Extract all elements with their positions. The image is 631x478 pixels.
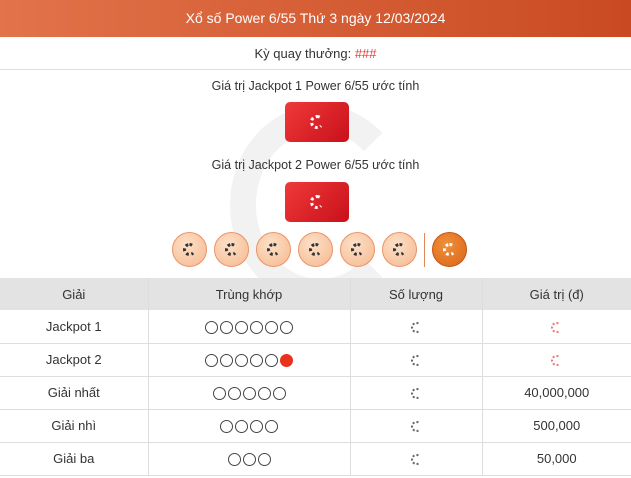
loading-spinner-icon bbox=[225, 243, 238, 256]
prize-value-cell: 50,000 bbox=[481, 442, 631, 476]
prize-value-cell bbox=[481, 343, 631, 377]
match-pattern bbox=[147, 343, 350, 377]
winner-count bbox=[349, 310, 482, 344]
prize-value: 50,000 bbox=[536, 451, 577, 466]
jackpot1-value bbox=[285, 102, 349, 142]
column-header: Số lượng bbox=[349, 278, 482, 310]
match-circle-icon bbox=[205, 320, 218, 334]
draw-label: Kỳ quay thưởng: bbox=[254, 46, 355, 61]
table-row: Giải nhì 500,000 bbox=[0, 409, 631, 443]
match-circle-icon bbox=[212, 387, 226, 401]
loading-spinner-icon bbox=[551, 321, 563, 333]
match-circle-icon bbox=[235, 354, 248, 368]
prize-value-cell: 500,000 bbox=[481, 409, 631, 443]
prize-name: Jackpot 2 bbox=[0, 343, 148, 377]
number-ball bbox=[214, 232, 249, 267]
match-circle-icon bbox=[227, 387, 241, 401]
loading-spinner-icon bbox=[351, 243, 364, 256]
match-circle-icon bbox=[205, 354, 218, 368]
match-circle-icon bbox=[257, 453, 271, 467]
power-ball bbox=[432, 232, 467, 267]
match-circle-icon bbox=[227, 453, 241, 467]
power-match-icon bbox=[280, 354, 293, 368]
number-ball bbox=[256, 232, 291, 267]
prize-value: 40,000,000 bbox=[524, 385, 590, 400]
column-header: Giải bbox=[0, 278, 148, 310]
result-balls bbox=[172, 232, 467, 267]
loading-spinner-icon bbox=[183, 243, 196, 256]
match-circle-icon bbox=[257, 387, 271, 401]
match-circle-icon bbox=[265, 420, 278, 434]
divider bbox=[424, 232, 425, 267]
jackpot2-value bbox=[285, 182, 349, 222]
match-circle-icon bbox=[272, 387, 286, 401]
draw-number: Kỳ quay thưởng: ### bbox=[0, 37, 631, 70]
match-pattern bbox=[147, 376, 350, 410]
draw-value: ### bbox=[354, 46, 377, 61]
winner-count bbox=[349, 442, 482, 476]
number-ball bbox=[382, 232, 417, 267]
match-circle-icon bbox=[220, 320, 233, 334]
match-circle-icon bbox=[220, 354, 233, 368]
winner-count bbox=[349, 409, 482, 443]
match-pattern bbox=[147, 409, 350, 443]
loading-spinner-icon bbox=[410, 321, 422, 333]
number-ball bbox=[340, 232, 375, 267]
table-row: Giải ba 50,000 bbox=[0, 442, 631, 476]
results-header: Xổ số Power 6/55 Thứ 3 ngày 12/03/2024 bbox=[0, 0, 631, 37]
prize-table: Giải Trùng khớp Số lượng Giá trị (đ) Jackpo… bbox=[0, 278, 631, 476]
match-circle-icon bbox=[235, 320, 248, 334]
match-circle-icon bbox=[265, 354, 278, 368]
prize-value-cell: 40,000,000 bbox=[481, 376, 631, 410]
loading-spinner-icon bbox=[551, 355, 563, 367]
table-row: Giải nhất 40,000,000 bbox=[0, 376, 631, 410]
loading-spinner-icon bbox=[267, 243, 280, 256]
jackpot1-label: Giá trị Jackpot 1 Power 6/55 ước tính bbox=[211, 79, 420, 93]
loading-spinner-icon bbox=[310, 115, 324, 129]
match-circle-icon bbox=[250, 420, 263, 434]
prize-value: 500,000 bbox=[533, 418, 581, 433]
match-circle-icon bbox=[280, 320, 293, 334]
loading-spinner-icon bbox=[410, 454, 422, 466]
column-header: Giá trị (đ) bbox=[481, 278, 631, 310]
jackpot2-label: Giá trị Jackpot 2 Power 6/55 ước tính bbox=[211, 158, 420, 172]
match-circle-icon bbox=[220, 420, 233, 434]
number-ball bbox=[298, 232, 333, 267]
match-circle-icon bbox=[235, 420, 248, 434]
prize-name: Giải ba bbox=[0, 442, 148, 476]
winner-count bbox=[349, 343, 482, 377]
match-circle-icon bbox=[250, 320, 263, 334]
loading-spinner-icon bbox=[310, 195, 324, 209]
match-circle-icon bbox=[242, 387, 256, 401]
loading-spinner-icon bbox=[443, 243, 456, 256]
loading-spinner-icon bbox=[393, 243, 406, 256]
prize-value-cell bbox=[481, 310, 631, 344]
prize-name: Giải nhì bbox=[0, 409, 148, 443]
loading-spinner-icon bbox=[410, 421, 422, 433]
loading-spinner-icon bbox=[410, 388, 422, 400]
winner-count bbox=[349, 376, 482, 410]
loading-spinner-icon bbox=[309, 243, 322, 256]
table-row: Jackpot 2 bbox=[0, 343, 631, 377]
match-pattern bbox=[147, 442, 350, 476]
prize-name: Jackpot 1 bbox=[0, 310, 148, 344]
prize-name: Giải nhất bbox=[0, 376, 148, 410]
match-pattern bbox=[147, 310, 350, 344]
match-circle-icon bbox=[242, 453, 256, 467]
column-header: Trùng khớp bbox=[147, 278, 350, 310]
table-row: Jackpot 1 bbox=[0, 310, 631, 344]
number-ball bbox=[172, 232, 207, 267]
match-circle-icon bbox=[250, 354, 263, 368]
match-circle-icon bbox=[265, 320, 278, 334]
loading-spinner-icon bbox=[410, 355, 422, 367]
